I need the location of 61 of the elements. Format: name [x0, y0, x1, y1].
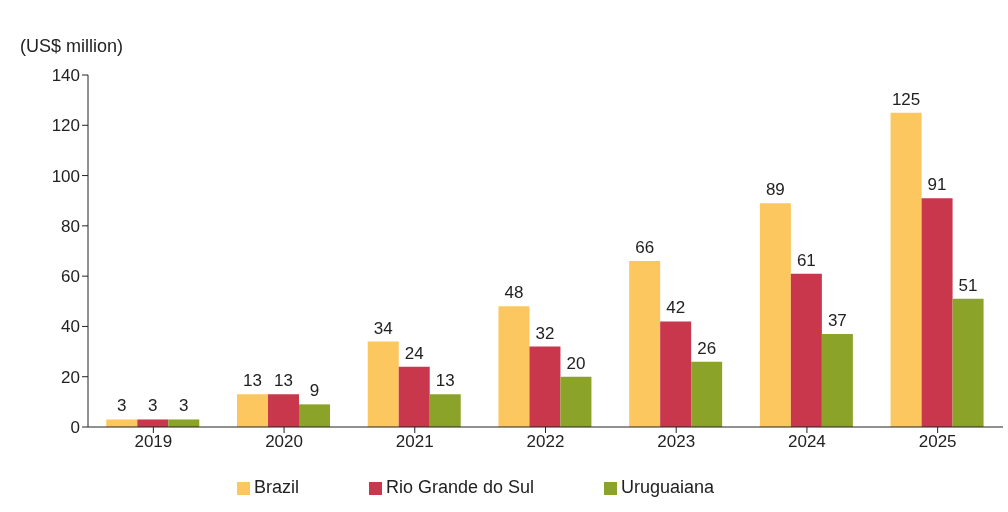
y-tick-label: 60: [61, 267, 80, 287]
bar: [660, 321, 692, 427]
data-label: 3: [117, 396, 127, 416]
y-tick-label: 40: [61, 317, 80, 337]
x-tick-label: 2023: [657, 432, 696, 452]
bar: [890, 112, 922, 427]
bar: [237, 394, 269, 427]
data-label: 13: [274, 371, 293, 391]
bar: [759, 203, 791, 427]
data-label: 61: [796, 250, 816, 270]
data-label: 37: [827, 310, 847, 330]
bar: [268, 394, 300, 427]
data-label: 66: [635, 238, 655, 258]
bar: [398, 366, 430, 427]
data-label: 32: [535, 323, 555, 343]
legend-label: Rio Grande do Sul: [385, 477, 535, 497]
data-label: 42: [666, 298, 686, 318]
data-label: 13: [435, 371, 455, 391]
bar: [790, 273, 822, 427]
bar: [691, 361, 723, 427]
y-tick-label: 120: [51, 116, 80, 136]
bar: [821, 333, 853, 427]
y-axis-title: (US$ million): [20, 36, 124, 57]
bar: [560, 376, 592, 427]
data-label: 3: [148, 396, 158, 416]
bar: [921, 198, 953, 427]
data-label: 34: [373, 318, 393, 338]
data-label: 51: [958, 275, 978, 295]
legend-label: Brazil: [253, 477, 299, 497]
x-tick-label: 2020: [265, 432, 303, 452]
data-label: 20: [566, 353, 586, 373]
data-label: 26: [697, 338, 717, 358]
x-tick-label: 2024: [788, 432, 826, 452]
bar: [299, 404, 331, 427]
data-label: 125: [891, 89, 921, 109]
y-tick-label: 0: [70, 418, 80, 438]
bar: [429, 394, 461, 427]
x-tick-label: 2022: [526, 432, 565, 452]
bar: [106, 419, 138, 427]
x-tick-label: 2021: [395, 432, 434, 452]
bar: [952, 298, 984, 427]
legend-label: Uruguaiana: [621, 477, 715, 497]
data-label: 89: [765, 180, 785, 200]
bar: [367, 341, 399, 427]
data-label: 91: [927, 175, 947, 195]
data-label: 3: [179, 396, 189, 416]
bar: [529, 346, 561, 427]
data-label: 9: [309, 381, 320, 401]
bar: [137, 419, 169, 427]
data-label: 24: [404, 343, 424, 363]
y-tick-label: 20: [61, 367, 80, 387]
x-tick-label: 2025: [918, 432, 957, 452]
y-tick-label: 140: [51, 66, 80, 86]
x-tick-label: 2019: [134, 432, 173, 452]
bar: [168, 419, 200, 427]
y-tick-label: 80: [61, 216, 80, 236]
bar: [629, 261, 661, 427]
data-label: 48: [504, 283, 524, 303]
bar: [498, 306, 530, 427]
y-tick-label: 100: [51, 166, 80, 186]
data-label: 13: [243, 371, 262, 391]
